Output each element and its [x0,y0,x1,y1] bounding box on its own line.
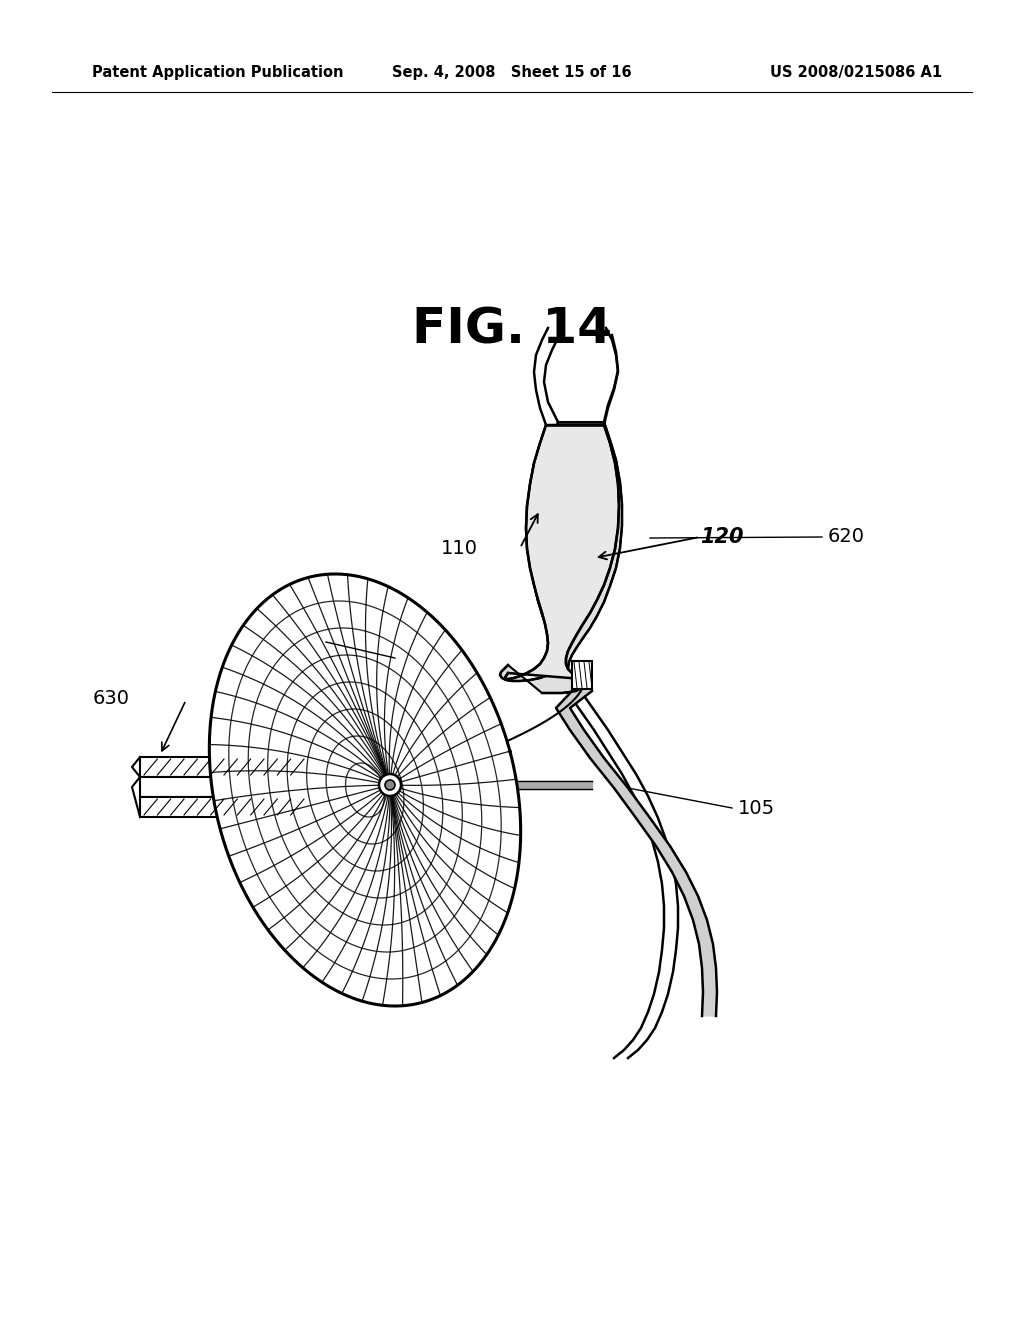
Text: 110: 110 [441,539,478,557]
Bar [140,797,308,817]
Text: 620: 620 [828,528,865,546]
Text: 105: 105 [738,799,775,817]
Polygon shape [500,422,622,693]
Bar [140,777,308,797]
Polygon shape [505,425,618,678]
Text: US 2008/0215086 A1: US 2008/0215086 A1 [770,65,942,81]
Polygon shape [556,690,717,1016]
Ellipse shape [379,774,401,796]
Text: Sep. 4, 2008   Sheet 15 of 16: Sep. 4, 2008 Sheet 15 of 16 [392,65,632,81]
Bar [572,661,592,689]
Text: 621: 621 [281,632,318,652]
Text: 120: 120 [700,527,743,546]
Polygon shape [209,574,520,1006]
Text: Patent Application Publication: Patent Application Publication [92,65,343,81]
Ellipse shape [385,780,395,789]
Text: FIG. 14: FIG. 14 [412,305,612,352]
Text: 630: 630 [93,689,130,708]
Text: 625: 625 [418,862,456,882]
Bar [140,756,308,777]
